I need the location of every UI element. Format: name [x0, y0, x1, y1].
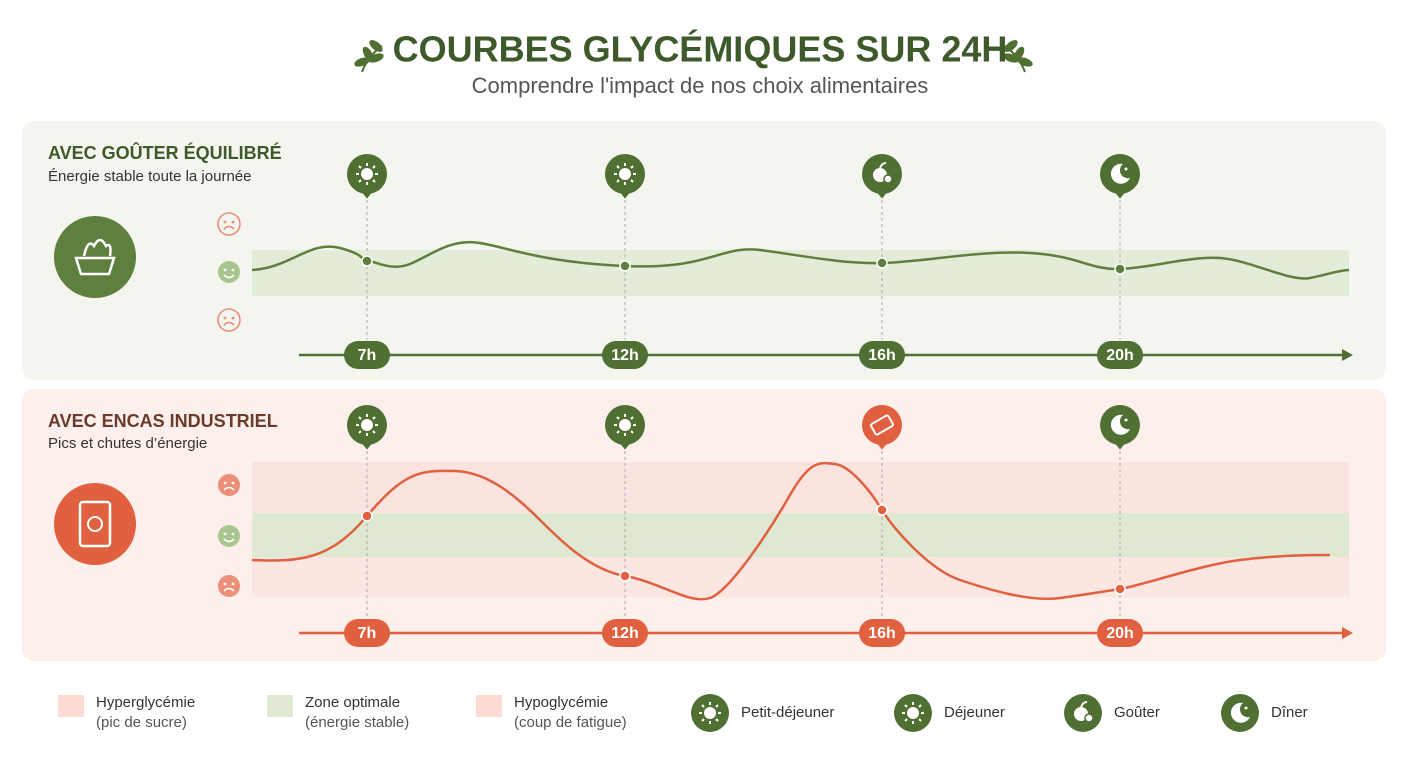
mood — [217, 574, 241, 598]
leaf-icon — [352, 36, 386, 73]
hypo-zone — [252, 557, 1349, 597]
legend-label: Hyperglycémie — [96, 694, 195, 711]
legend-note: (pic de sucre) — [96, 714, 187, 731]
time-label: 7h — [358, 347, 377, 364]
panel-title: AVEC GOÛTER ÉQUILIBRÉ — [48, 142, 282, 163]
mood — [217, 473, 241, 497]
legend-label: Zone optimale — [305, 694, 400, 711]
time-label: 7h — [358, 625, 377, 642]
bowl — [74, 256, 116, 276]
optimal-zone — [252, 513, 1349, 557]
legend-label: Hypoglycémie — [514, 694, 608, 711]
time-label: 12h — [611, 347, 639, 364]
time-label: 16h — [868, 625, 896, 642]
legend-note: (énergie stable) — [305, 714, 409, 731]
legend-label: Dîner — [1271, 704, 1308, 721]
legend-label: Goûter — [1114, 704, 1160, 721]
time-label: 20h — [1106, 625, 1134, 642]
mood — [217, 524, 241, 548]
legend-label: Petit-déjeuner — [741, 704, 834, 721]
panel-subtitle: Énergie stable toute la journée — [48, 168, 251, 185]
panel-title: AVEC ENCAS INDUSTRIEL — [48, 411, 278, 431]
panel-subtitle: Pics et chutes d’énergie — [48, 435, 207, 452]
title: COURBES GLYCÉMIQUES SUR 24H — [393, 29, 1008, 70]
mood — [217, 260, 241, 284]
legend-note: (coup de fatigue) — [514, 714, 627, 731]
legend-swatch — [476, 695, 502, 717]
panel-icon — [54, 483, 136, 565]
hyper-zone — [252, 462, 1349, 513]
subtitle: Comprendre l'impact de nos choix aliment… — [472, 73, 929, 98]
optimal-zone — [252, 250, 1349, 296]
legend-label: Déjeuner — [944, 704, 1005, 721]
time-label: 12h — [611, 625, 639, 642]
legend-swatch — [267, 695, 293, 717]
time-label: 16h — [868, 347, 896, 364]
time-label: 20h — [1106, 347, 1134, 364]
legend-swatch — [58, 695, 84, 717]
